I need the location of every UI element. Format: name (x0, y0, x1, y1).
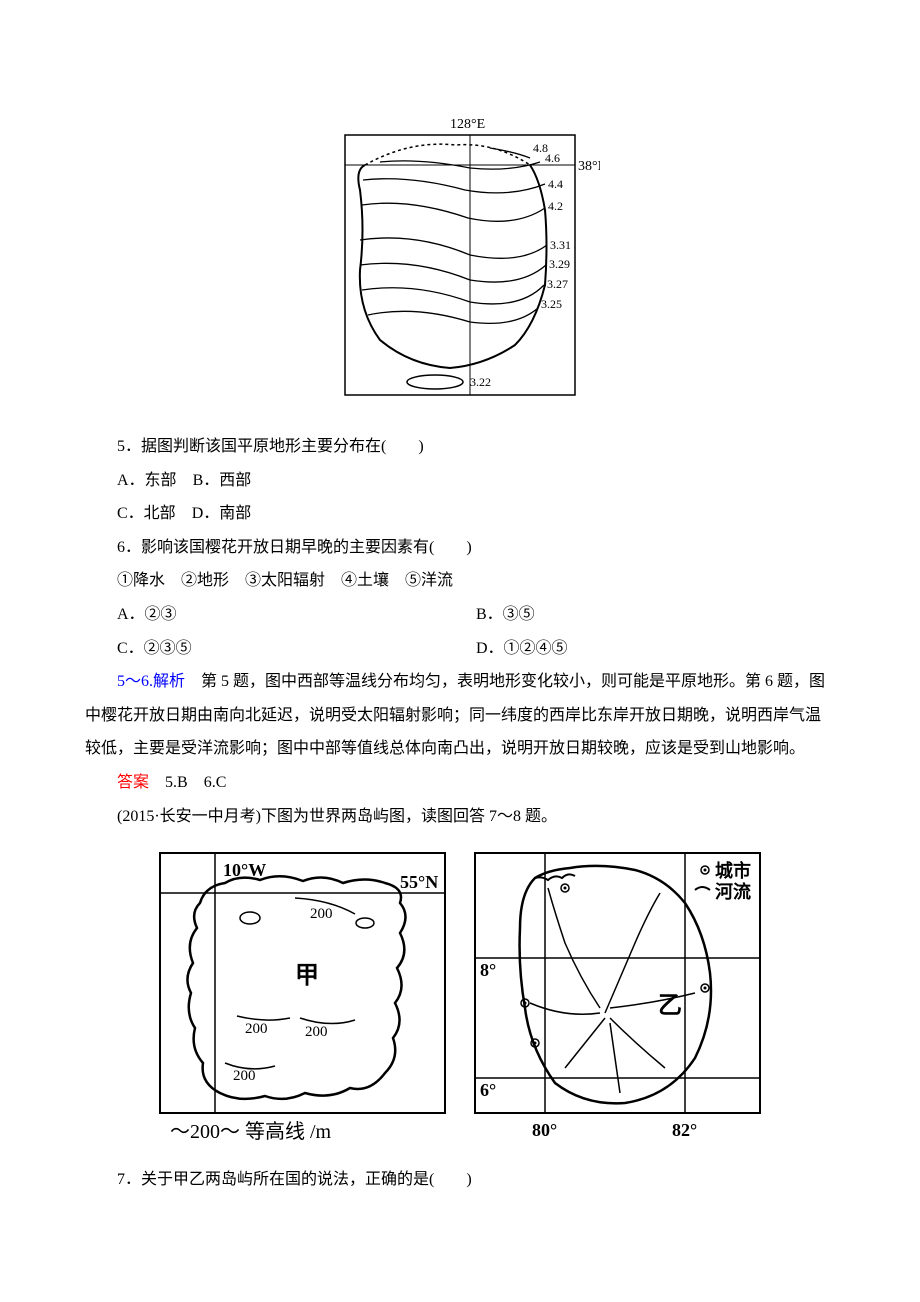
figure-2-container: 10°W 55°N 200 200 200 200 甲 〜200〜 等高线 /m… (85, 848, 835, 1148)
analysis-5-6: 5～6.解析 第 5 题，图中西部等温线分布均匀，表明地形变化较小，则可能是平原… (85, 665, 835, 766)
korea-map-svg: 128°E 38°N 4.8 4.6 4.4 4.2 3.31 (320, 110, 600, 410)
contour-3-31: 3.31 (550, 238, 571, 252)
question-5-stem: 5．据图判断该国平原地形主要分布在( ) (85, 430, 835, 464)
q5-opt-d: D．南部 (192, 505, 252, 522)
answer-5-6: 答案 5.B 6.C (85, 766, 835, 800)
answer-text: 5.B 6.C (149, 774, 226, 791)
question-6-stem: 6．影响该国樱花开放日期早晚的主要因素有( ) (85, 531, 835, 565)
q5-text: 5．据图判断该国平原地形主要分布在( ) (117, 438, 424, 455)
jia-200-3: 200 (305, 1024, 328, 1040)
jia-200-4: 200 (233, 1068, 256, 1084)
q5-opt-b: B．西部 (193, 472, 252, 489)
q6-options-row2: C．②③⑤ D．①②④⑤ (85, 632, 835, 666)
contour-3-27: 3.27 (547, 277, 568, 291)
q6-opt-a: A．②③ (117, 598, 476, 632)
contour-4-2: 4.2 (548, 199, 563, 213)
q6-opt-b: B．③⑤ (476, 598, 835, 632)
island-jia-svg: 10°W 55°N 200 200 200 200 甲 〜200〜 等高线 /m (155, 848, 450, 1148)
q5-opt-a: A．东部 (117, 472, 177, 489)
answer-label: 答案 (117, 774, 149, 791)
jia-200-2: 200 (245, 1021, 268, 1037)
q5-options-row2: C．北部 D．南部 (85, 497, 835, 531)
yi-lat-8: 8° (480, 960, 496, 980)
contour-3-22: 3.22 (470, 375, 491, 389)
intro-7-8: (2015·长安一中月考)下图为世界两岛屿图，读图回答 7～8 题。 (85, 800, 835, 834)
q6-opt-c: C．②③⑤ (117, 632, 476, 666)
yi-lat-6: 6° (480, 1080, 496, 1100)
q7-text: 7．关于甲乙两岛屿所在国的说法，正确的是( ) (117, 1171, 472, 1188)
question-7-stem: 7．关于甲乙两岛屿所在国的说法，正确的是( ) (85, 1163, 835, 1197)
analysis-text: 第 5 题，图中西部等温线分布均匀，表明地形变化较小，则可能是平原地形。第 6 … (85, 673, 825, 757)
q6-options-row1: A．②③ B．③⑤ (85, 598, 835, 632)
island-yi-svg: 8° 6° 乙 城市 河流 80° 82° (470, 848, 765, 1148)
q5-options-row1: A．东部 B．西部 (85, 464, 835, 498)
lat-label: 38°N (578, 159, 600, 174)
figure-1-container: 128°E 38°N 4.8 4.6 4.4 4.2 3.31 (85, 110, 835, 410)
yi-legend-river: 河流 (715, 881, 751, 902)
yi-legend-city: 城市 (715, 860, 751, 881)
q5-opt-c: C．北部 (117, 505, 176, 522)
q6-text: 6．影响该国樱花开放日期早晚的主要因素有( ) (117, 539, 472, 556)
q6-factors: ①降水 ②地形 ③太阳辐射 ④土壤 ⑤洋流 (85, 564, 835, 598)
jia-200-1: 200 (310, 906, 333, 922)
contour-3-29: 3.29 (549, 257, 570, 271)
analysis-label: 5～6.解析 (117, 673, 185, 690)
yi-lon-80: 80° (532, 1120, 557, 1140)
jia-lat: 55°N (400, 872, 438, 892)
contour-3-25: 3.25 (541, 297, 562, 311)
jia-legend: 〜200〜 等高线 /m (170, 1120, 332, 1143)
lon-label: 128°E (450, 117, 485, 132)
jia-label: 甲 (295, 963, 319, 989)
figure-1: 128°E 38°N 4.8 4.6 4.4 4.2 3.31 (320, 110, 600, 410)
contour-4-6: 4.6 (545, 151, 560, 165)
yi-lon-82: 82° (672, 1120, 697, 1140)
yi-label: 乙 (658, 993, 682, 1019)
q6-opt-d: D．①②④⑤ (476, 632, 835, 666)
contour-4-4: 4.4 (548, 177, 563, 191)
